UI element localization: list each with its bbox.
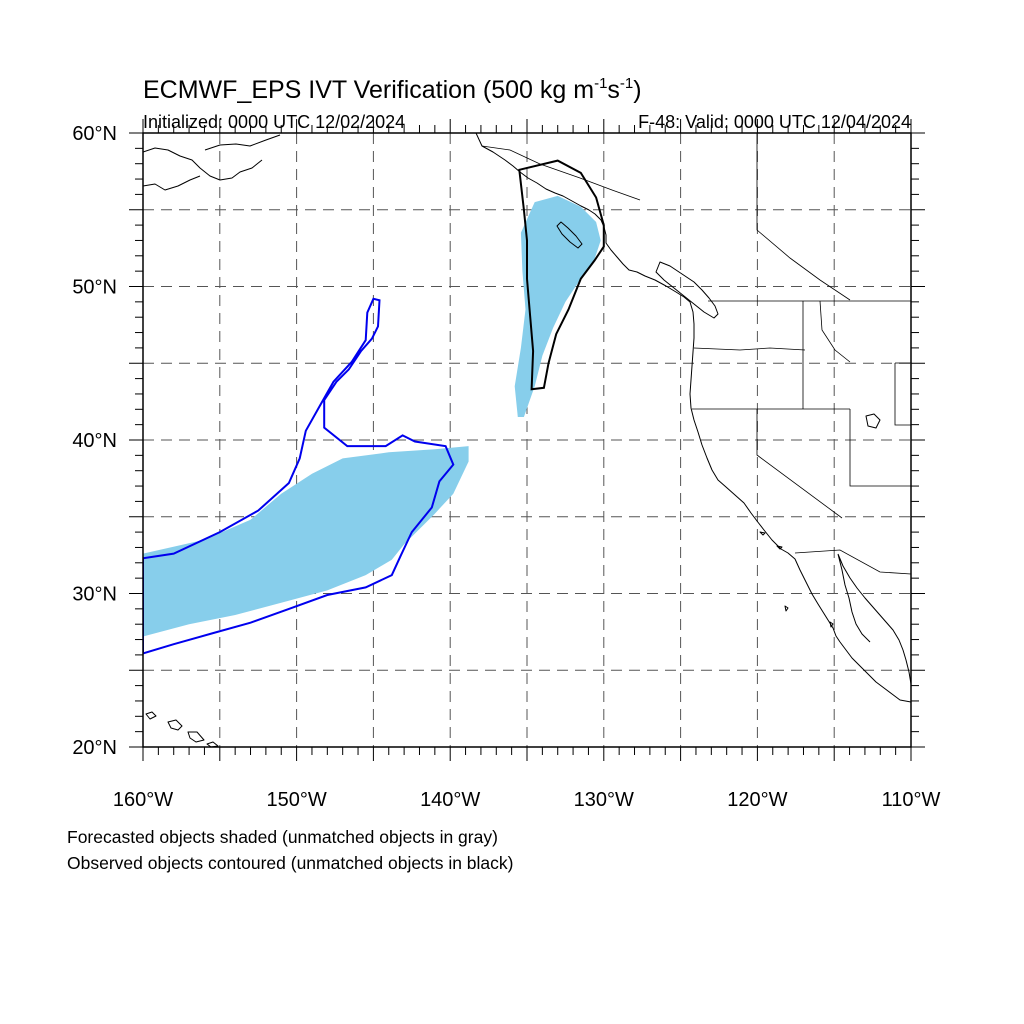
latitude-labels: 60°N 50°N 40°N 30°N 20°N <box>72 123 117 759</box>
lat-label-20n: 20°N <box>72 737 117 759</box>
lat-label-60n: 60°N <box>72 123 117 145</box>
forecast-legend-note: Forecasted objects shaded (unmatched obj… <box>67 827 498 847</box>
alaska-coastline <box>143 134 281 191</box>
bc-alberta-border <box>756 133 851 301</box>
channel-islands <box>759 531 834 628</box>
initialized-time: Initialized: 0000 UTC 12/02/2024 <box>143 112 405 132</box>
nevada-border <box>756 409 911 519</box>
lon-label-150w: 150°W <box>266 789 326 811</box>
lat-label-30n: 30°N <box>72 584 117 606</box>
valid-time: F-48: Valid: 0000 UTC 12/04/2024 <box>638 112 911 132</box>
forecast-objects <box>143 195 601 637</box>
observed-northern-plume-observed <box>518 159 605 391</box>
lon-label-120w: 120°W <box>727 789 787 811</box>
axis-ticks <box>129 119 925 761</box>
alaska-canada-border <box>481 145 641 201</box>
forecast-subtropical-plume <box>143 446 469 637</box>
map-area <box>143 133 911 747</box>
observed-subtropical-plume-observed <box>143 297 455 655</box>
mexico-border <box>794 549 911 575</box>
map-title: ECMWF_EPS IVT Verification (500 kg m-1s-… <box>143 75 642 104</box>
vancouver-island <box>655 261 719 319</box>
longitude-labels: 160°W 150°W 140°W 130°W 120°W 110°W <box>113 789 941 811</box>
haida-gwaii <box>556 221 583 249</box>
hawaii-islands <box>145 711 219 747</box>
washington-oregon-border <box>693 347 806 351</box>
lon-label-140w: 140°W <box>420 789 480 811</box>
utah-border <box>894 362 911 426</box>
forecast-northern-plume <box>514 195 601 417</box>
idaho-border <box>802 300 851 409</box>
lon-label-160w: 160°W <box>113 789 173 811</box>
north-america-coastline <box>475 133 841 643</box>
baja-gulf-coastline <box>837 553 911 703</box>
observed-legend-note: Observed objects contoured (unmatched ob… <box>67 853 514 873</box>
lat-label-40n: 40°N <box>72 430 117 452</box>
lat-label-50n: 50°N <box>72 277 117 299</box>
lon-label-130w: 130°W <box>574 789 634 811</box>
observed-objects <box>143 159 605 655</box>
lon-label-110w: 110°W <box>882 789 941 811</box>
great-salt-lake <box>865 413 881 429</box>
coastlines <box>143 133 911 747</box>
graticule <box>143 133 911 747</box>
political-borders <box>481 133 911 575</box>
